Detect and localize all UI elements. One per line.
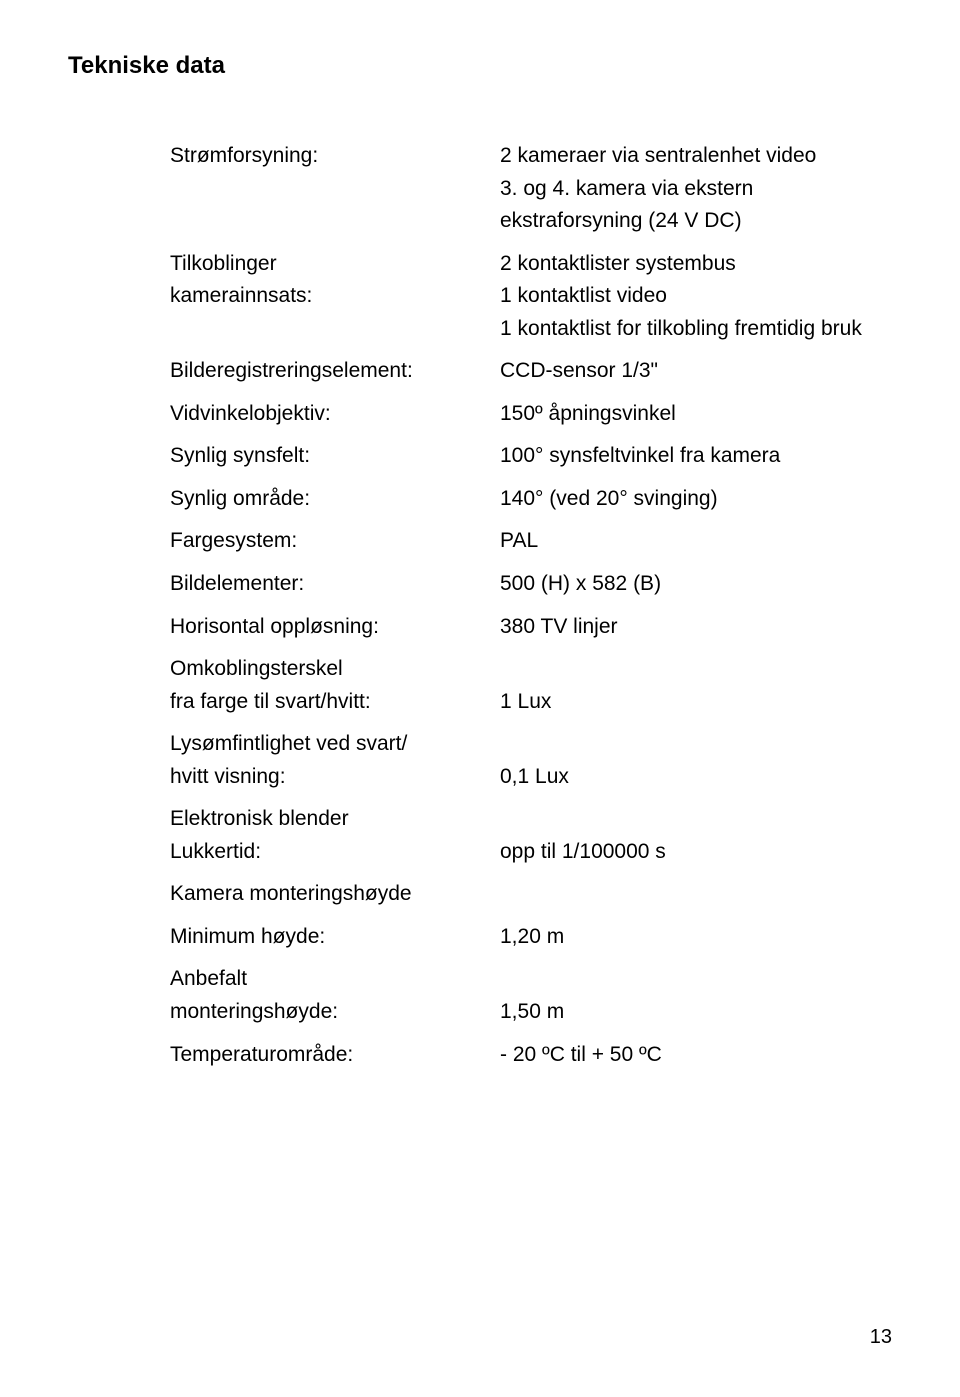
spec-row-omkobling: Omkoblingsterskel fra farge til svart/hv… — [170, 653, 892, 718]
spec-row-anbefalt: Anbefalt monteringshøyde: 1,50 m — [170, 963, 892, 1028]
spec-label: Temperaturområde: — [170, 1039, 500, 1072]
spec-value: 1,50 m — [500, 996, 892, 1029]
spec-value: 2 kameraer via sentralenhet video 3. og … — [500, 140, 892, 238]
spec-label-line: fra farge til svart/hvitt: — [170, 686, 500, 719]
spec-label-line: Elektronisk blender — [170, 803, 500, 836]
spec-label: Vidvinkelobjektiv: — [170, 398, 500, 431]
spec-label-line: Omkoblingsterskel — [170, 653, 500, 686]
spec-label-line: kamerainnsats: — [170, 280, 500, 313]
spec-row-bildelementer: Bildelementer: 500 (H) x 582 (B) — [170, 568, 892, 601]
spec-value: - 20 ºC til + 50 ºC — [500, 1039, 892, 1072]
spec-value: 1 Lux — [500, 686, 892, 719]
spec-label: Minimum høyde: — [170, 921, 500, 954]
spec-label: Synlig område: — [170, 483, 500, 516]
spec-row-fargesystem: Fargesystem: PAL — [170, 525, 892, 558]
spec-value: PAL — [500, 525, 892, 558]
spec-label-line: Anbefalt — [170, 963, 500, 996]
spec-row-horisontal: Horisontal oppløsning: 380 TV linjer — [170, 611, 892, 644]
spec-value: 2 kontaktlister systembus 1 kontaktlist … — [500, 248, 892, 346]
spec-row-synsfelt: Synlig synsfelt: 100° synsfeltvinkel fra… — [170, 440, 892, 473]
spec-table: Strømforsyning: 2 kameraer via sentralen… — [170, 140, 892, 1071]
spec-label-line: Tilkoblinger — [170, 248, 500, 281]
spec-label: Strømforsyning: — [170, 140, 500, 173]
spec-value: 1,20 m — [500, 921, 892, 954]
spec-label: Bilderegistreringselement: — [170, 355, 500, 388]
spec-row-monteringshoyde-header: Kamera monteringshøyde — [170, 878, 892, 911]
spec-row-bilderegistrering: Bilderegistreringselement: CCD-sensor 1/… — [170, 355, 892, 388]
spec-row-synligomrade: Synlig område: 140° (ved 20° svinging) — [170, 483, 892, 516]
spec-label: Fargesystem: — [170, 525, 500, 558]
spec-label-line: Lukkertid: — [170, 836, 500, 869]
spec-value: CCD-sensor 1/3" — [500, 355, 892, 388]
spec-label: Horisontal oppløsning: — [170, 611, 500, 644]
spec-value-line: 2 kameraer via sentralenhet video — [500, 140, 892, 173]
spec-label: Lysømfintlighet ved svart/ hvitt visning… — [170, 728, 500, 793]
spec-row-tilkoblinger: Tilkoblinger kamerainnsats: 2 kontaktlis… — [170, 248, 892, 346]
spec-value-line: 1 kontaktlist for tilkobling fremtidig b… — [500, 313, 892, 346]
spec-label: Tilkoblinger kamerainnsats: — [170, 248, 500, 313]
spec-label-line: monteringshøyde: — [170, 996, 500, 1029]
spec-value: 500 (H) x 582 (B) — [500, 568, 892, 601]
spec-row-stromforsyning: Strømforsyning: 2 kameraer via sentralen… — [170, 140, 892, 238]
spec-row-minimum: Minimum høyde: 1,20 m — [170, 921, 892, 954]
spec-label: Synlig synsfelt: — [170, 440, 500, 473]
spec-row-blender: Elektronisk blender Lukkertid: opp til 1… — [170, 803, 892, 868]
spec-label: Elektronisk blender Lukkertid: — [170, 803, 500, 868]
spec-row-vidvinkel: Vidvinkelobjektiv: 150º åpningsvinkel — [170, 398, 892, 431]
spec-label: Kamera monteringshøyde — [170, 878, 500, 911]
spec-row-lysomfintlighet: Lysømfintlighet ved svart/ hvitt visning… — [170, 728, 892, 793]
spec-label: Bildelementer: — [170, 568, 500, 601]
page-title: Tekniske data — [68, 52, 892, 80]
spec-value-line: 1 kontaktlist video — [500, 280, 892, 313]
spec-label-line: hvitt visning: — [170, 761, 500, 794]
page-number: 13 — [870, 1326, 892, 1349]
spec-label-line: Lysømfintlighet ved svart/ — [170, 728, 500, 761]
spec-value-line: 3. og 4. kamera via ekstern ekstraforsyn… — [500, 173, 892, 238]
spec-label: Anbefalt monteringshøyde: — [170, 963, 500, 1028]
spec-value: 0,1 Lux — [500, 761, 892, 794]
spec-label: Omkoblingsterskel fra farge til svart/hv… — [170, 653, 500, 718]
spec-value: 150º åpningsvinkel — [500, 398, 892, 431]
spec-value: 380 TV linjer — [500, 611, 892, 644]
spec-value: 140° (ved 20° svinging) — [500, 483, 892, 516]
spec-value: opp til 1/100000 s — [500, 836, 892, 869]
spec-value-line: 2 kontaktlister systembus — [500, 248, 892, 281]
spec-value: 100° synsfeltvinkel fra kamera — [500, 440, 892, 473]
spec-row-temperatur: Temperaturområde: - 20 ºC til + 50 ºC — [170, 1039, 892, 1072]
spec-content: Strømforsyning: 2 kameraer via sentralen… — [68, 140, 892, 1071]
